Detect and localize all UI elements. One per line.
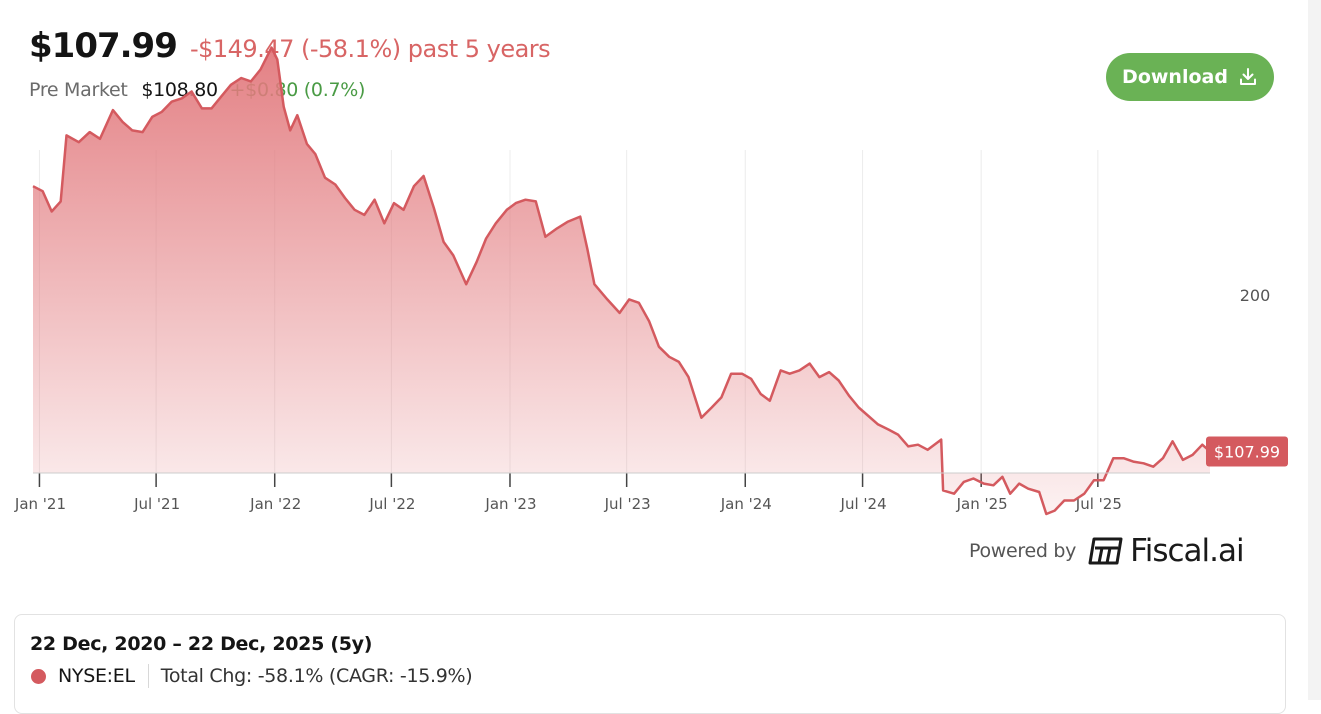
download-button[interactable]: Download [1106,53,1274,101]
download-button-label: Download [1122,66,1228,88]
x-tick-label: Jul '23 [604,495,651,513]
x-tick-label: Jan '22 [249,495,301,513]
last-price-label: $107.99 [1214,442,1280,461]
separator [147,664,149,688]
x-tick-label: Jan '25 [956,495,1008,513]
price-area [33,47,1210,514]
summary-card: 22 Dec, 2020 – 22 Dec, 2025 (5y) NYSE:EL… [14,614,1286,714]
fiscal-logo-icon [1088,537,1123,565]
x-tick-label: Jan '23 [484,495,536,513]
ticker-row: NYSE:EL Total Chg: -58.1% (CAGR: -15.9%) [31,664,473,688]
price-line [32,46,1211,516]
date-range: 22 Dec, 2020 – 22 Dec, 2025 (5y) [30,633,373,655]
price-chart: Jan '21 Jul '21 Jan '22 Jul '22 Jan '23 Jul '… [14,46,1288,516]
five-year-change: -$149.47 (-58.1%) past 5 years [189,35,551,63]
last-price-badge [1206,436,1288,467]
powered-by-label: Powered by [969,540,1077,562]
price-header: $107.99 -$149.47 (-58.1%) past 5 years [29,26,551,66]
x-tick-label: Jul '22 [368,495,415,513]
current-price: $107.99 [29,26,178,66]
x-tick-label: Jan '24 [720,495,772,513]
x-tick-label: Jul '24 [840,495,887,513]
page-edge [1308,0,1321,700]
premarket-price: $108.80 [141,79,218,101]
powered-by: Powered by Fiscal.ai [969,533,1245,569]
x-tick-label: Jan '21 [14,495,66,513]
x-tick-label: Jul '21 [133,495,180,513]
series-color-dot [31,668,46,684]
y-tick-label: 200 [1240,286,1271,305]
total-change: Total Chg: -58.1% (CAGR: -15.9%) [160,665,473,687]
x-tick-label: Jul '25 [1075,495,1122,513]
brand-name: Fiscal.ai [1130,533,1244,569]
download-icon [1239,68,1256,85]
ticker-symbol: NYSE:EL [58,665,135,687]
premarket-label: Pre Market [29,79,128,101]
